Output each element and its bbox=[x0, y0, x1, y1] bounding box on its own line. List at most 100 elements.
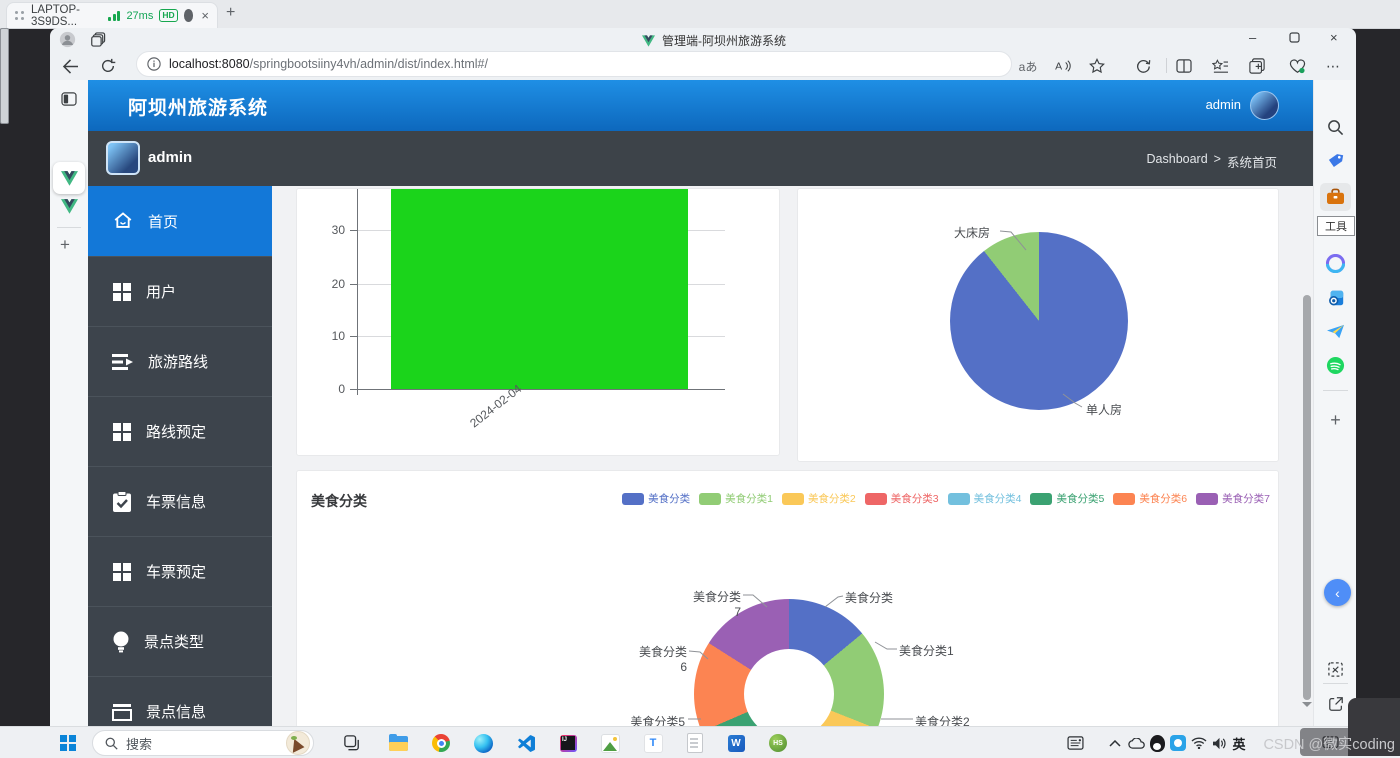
vscode-icon[interactable] bbox=[514, 731, 538, 755]
spotify-icon[interactable] bbox=[1325, 355, 1346, 376]
legend-item[interactable]: 美食分类3 bbox=[864, 491, 939, 506]
remote-scroll-handle[interactable] bbox=[0, 28, 9, 124]
favorite-star-icon[interactable] bbox=[1087, 56, 1107, 76]
browser-tab-2[interactable] bbox=[58, 195, 80, 217]
user-avatar[interactable] bbox=[106, 141, 140, 175]
qq-icon[interactable] bbox=[1145, 731, 1169, 755]
intellij-icon[interactable]: IJ bbox=[556, 731, 580, 755]
sidebar-search-icon[interactable] bbox=[1325, 117, 1346, 138]
widgets-icon[interactable] bbox=[1063, 731, 1087, 755]
read-aloud-icon[interactable]: A bbox=[1053, 56, 1073, 76]
refresh-button[interactable] bbox=[98, 56, 118, 76]
shopping-icon[interactable] bbox=[1325, 151, 1346, 172]
open-external-icon[interactable] bbox=[1325, 693, 1346, 714]
legend-item[interactable]: 美食分类5 bbox=[1030, 491, 1104, 506]
collections-icon[interactable] bbox=[1247, 56, 1267, 76]
legend-item[interactable]: 美食分类 bbox=[622, 491, 690, 506]
window-title: 管理端-阿坝州旅游系统 bbox=[662, 34, 786, 48]
sidebar-item-label: 车票预定 bbox=[146, 564, 207, 581]
minimize-button[interactable]: – bbox=[1249, 30, 1257, 45]
ime-indicator[interactable]: 英 bbox=[1232, 736, 1246, 752]
remote-desktop-tab[interactable]: LAPTOP-3S9DS... 27ms HD × bbox=[6, 2, 218, 28]
signal-bars-icon bbox=[108, 10, 121, 21]
new-tab-button[interactable]: + bbox=[60, 235, 70, 254]
sidebar-item-users[interactable]: 用户 bbox=[88, 256, 272, 326]
site-info-icon[interactable] bbox=[147, 57, 161, 71]
header-avatar[interactable] bbox=[1250, 91, 1279, 120]
tray-expand-icon[interactable] bbox=[1103, 731, 1127, 755]
close-window-button[interactable]: × bbox=[1330, 30, 1338, 45]
app-title: 阿坝州旅游系统 bbox=[128, 98, 269, 119]
breadcrumb-root[interactable]: Dashboard bbox=[1146, 152, 1208, 166]
browser-essentials-icon[interactable] bbox=[1287, 56, 1307, 76]
sidebar-divider-2 bbox=[1323, 683, 1348, 684]
file-explorer-icon[interactable] bbox=[386, 731, 410, 755]
sidebar-item-attraction-info[interactable]: 景点信息 bbox=[88, 676, 272, 726]
search-icon bbox=[105, 737, 118, 750]
wifi-icon[interactable] bbox=[1187, 731, 1211, 755]
edge-icon[interactable] bbox=[471, 731, 495, 755]
workspaces-icon[interactable] bbox=[91, 32, 106, 47]
outlook-icon[interactable] bbox=[1325, 287, 1346, 308]
maximize-button[interactable] bbox=[1289, 32, 1300, 43]
active-browser-tab[interactable] bbox=[53, 162, 85, 194]
profile-icon[interactable] bbox=[59, 31, 76, 48]
sidebar-item-attraction-types[interactable]: 景点类型 bbox=[88, 606, 272, 676]
chrome-icon[interactable] bbox=[429, 731, 453, 755]
legend-item[interactable]: 美食分类2 bbox=[781, 491, 856, 506]
remote-new-tab-button[interactable]: + bbox=[226, 4, 236, 21]
tab-actions-icon[interactable] bbox=[58, 88, 80, 110]
legend-swatch bbox=[1030, 492, 1053, 505]
blue-app-icon[interactable] bbox=[1166, 731, 1190, 755]
room-pie[interactable] bbox=[950, 232, 1128, 410]
word-icon[interactable]: W bbox=[724, 731, 748, 755]
toolbox-icon[interactable] bbox=[1325, 186, 1346, 207]
sidebar-item-home[interactable]: 首页 bbox=[88, 186, 272, 256]
photos-icon[interactable] bbox=[598, 731, 622, 755]
header-username[interactable]: admin bbox=[1205, 97, 1241, 112]
translate-icon[interactable]: aあ bbox=[1018, 59, 1038, 74]
split-screen-icon[interactable] bbox=[1174, 56, 1194, 76]
address-bar[interactable]: localhost:8080/springbootsiiny4vh/admin/… bbox=[136, 51, 1012, 77]
legend-item[interactable]: 美食分类1 bbox=[699, 491, 773, 506]
vue-tab-icon bbox=[60, 170, 78, 186]
legend-item[interactable]: 美食分类7 bbox=[1196, 491, 1270, 506]
start-button[interactable] bbox=[56, 731, 80, 755]
settings-more-icon[interactable]: ⋯ bbox=[1326, 57, 1340, 74]
sidebar-item-routes[interactable]: 旅游路线 bbox=[88, 326, 272, 396]
food-donut-card: 美食分类 美食分类 美食分类1 美食分类2 美食分类3 美食分类4 美食分类5 美食分类6 美… bbox=[296, 470, 1279, 726]
bar-rect[interactable] bbox=[391, 189, 688, 389]
taskbar-search[interactable]: 搜索 bbox=[92, 730, 314, 756]
sidebar-collapse-bubble[interactable]: ‹ bbox=[1324, 579, 1351, 606]
scrollbar-down-arrow[interactable] bbox=[1302, 702, 1312, 712]
sidebar-item-ticket-booking[interactable]: 车票预定 bbox=[88, 536, 272, 606]
app-header: 阿坝州旅游系统 admin bbox=[88, 80, 1313, 131]
donut-label: 美食分类1 bbox=[899, 644, 954, 658]
designer-icon[interactable] bbox=[1325, 253, 1346, 274]
sidebar-add-icon[interactable]: + bbox=[1330, 410, 1341, 430]
screenshot-icon[interactable] bbox=[1325, 659, 1346, 680]
document-icon[interactable] bbox=[683, 731, 707, 755]
edge-sidebar: 工具 + bbox=[1313, 80, 1356, 726]
legend-item[interactable]: 美食分类6 bbox=[1113, 491, 1187, 506]
onedrive-icon[interactable] bbox=[1124, 731, 1148, 755]
donut-label: 美食分类7 bbox=[692, 590, 741, 619]
close-tab-icon[interactable]: × bbox=[201, 8, 209, 23]
heidisql-icon[interactable]: HS bbox=[766, 731, 790, 755]
drop-icon[interactable] bbox=[1325, 321, 1346, 342]
sidebar-item-ticket-info[interactable]: 车票信息 bbox=[88, 466, 272, 536]
sidebar-item-route-booking[interactable]: 路线预定 bbox=[88, 396, 272, 466]
legend-item[interactable]: 美食分类4 bbox=[947, 491, 1021, 506]
t-app-icon[interactable]: T bbox=[641, 731, 665, 755]
volume-icon[interactable] bbox=[1207, 731, 1231, 755]
back-button[interactable] bbox=[60, 56, 80, 76]
favorites-bar-icon[interactable] bbox=[1210, 56, 1230, 76]
page-scrollbar-thumb[interactable] bbox=[1303, 295, 1311, 700]
search-highlight-image[interactable] bbox=[286, 731, 310, 755]
task-view-icon[interactable] bbox=[340, 731, 364, 755]
grid-icon bbox=[112, 562, 132, 582]
loop-icon[interactable] bbox=[1133, 56, 1153, 76]
remote-tab-title: LAPTOP-3S9DS... bbox=[31, 3, 80, 28]
edge-titlebar: 管理端-阿坝州旅游系统 – × bbox=[50, 28, 1356, 50]
